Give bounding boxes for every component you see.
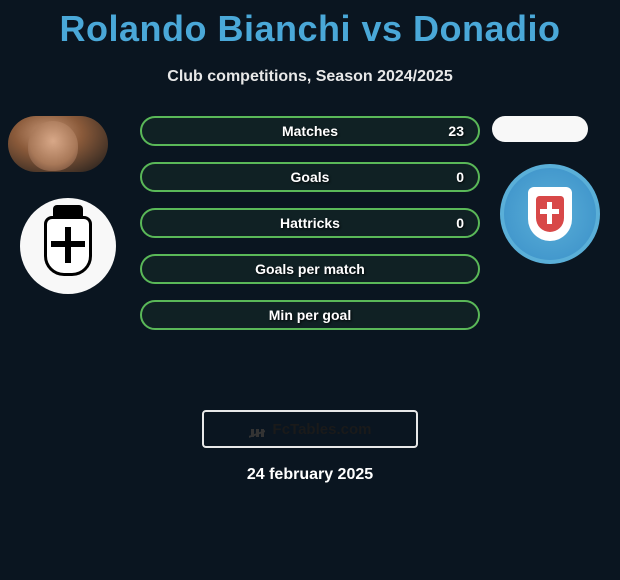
- shield-icon: [44, 216, 92, 276]
- date-label: 24 february 2025: [0, 466, 620, 484]
- subtitle: Club competitions, Season 2024/2025: [0, 68, 620, 86]
- branding-text: FcTables.com: [273, 421, 372, 438]
- stat-row-goals-per-match: Goals per match: [140, 254, 480, 284]
- club-left-badge: [20, 198, 116, 294]
- player-left-avatar: [8, 116, 108, 172]
- club-right-badge: [500, 164, 600, 264]
- stat-value: 0: [456, 169, 464, 185]
- stat-label: Goals per match: [255, 261, 365, 277]
- stat-row-hattricks: Hattricks 0: [140, 208, 480, 238]
- stat-label: Hattricks: [280, 215, 340, 231]
- player-right-avatar: [492, 116, 588, 142]
- page-title: Rolando Bianchi vs Donadio: [0, 0, 620, 50]
- stat-row-goals: Goals 0: [140, 162, 480, 192]
- shield-icon: [528, 187, 572, 241]
- branding-box[interactable]: FcTables.com: [202, 410, 418, 448]
- stat-row-min-per-goal: Min per goal: [140, 300, 480, 330]
- stat-value: 23: [448, 123, 464, 139]
- stat-label: Matches: [282, 123, 338, 139]
- stat-value: 0: [456, 215, 464, 231]
- chart-icon: [249, 421, 267, 437]
- stat-label: Goals: [291, 169, 330, 185]
- stats-container: Matches 23 Goals 0 Hattricks 0 Goals per…: [140, 116, 480, 346]
- stat-row-matches: Matches 23: [140, 116, 480, 146]
- stat-label: Min per goal: [269, 307, 351, 323]
- comparison-content: Matches 23 Goals 0 Hattricks 0 Goals per…: [0, 116, 620, 396]
